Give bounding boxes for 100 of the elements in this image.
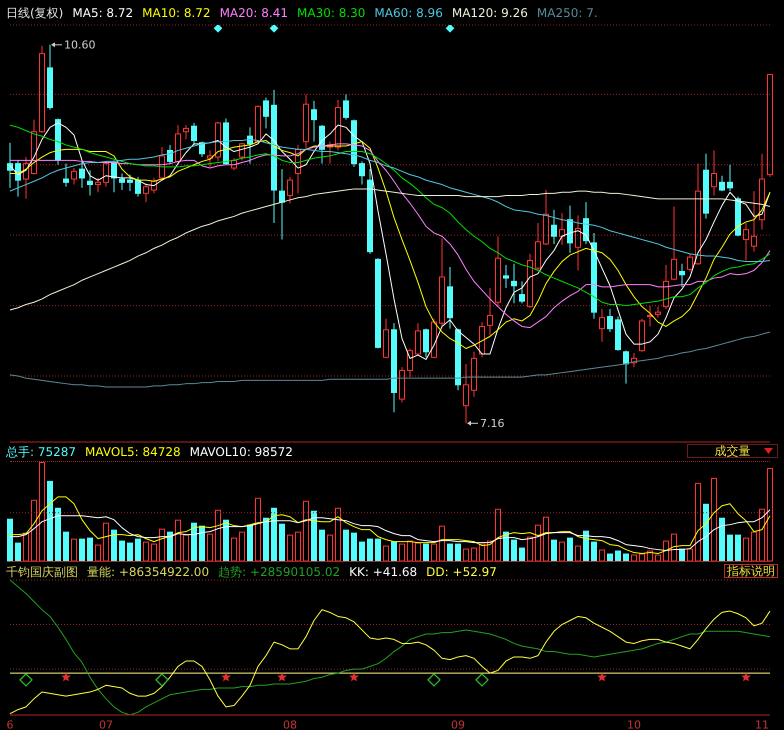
bar — [151, 544, 157, 562]
bar — [23, 532, 29, 562]
candlestick — [183, 124, 189, 140]
x-tick-label: 6 — [6, 718, 14, 730]
bar — [143, 542, 149, 562]
bar — [191, 522, 197, 562]
bar — [303, 500, 309, 562]
bar — [455, 544, 461, 562]
bar — [567, 538, 573, 562]
text: 趋势: +28590105.02 — [218, 565, 340, 579]
candlestick — [455, 328, 461, 391]
candlestick — [711, 150, 717, 196]
bar — [199, 526, 205, 562]
bar — [487, 540, 493, 562]
candlestick — [39, 45, 45, 134]
bar — [15, 542, 21, 562]
candlestick — [311, 100, 317, 142]
bar — [351, 532, 357, 562]
x-tick-label: 08 — [283, 718, 297, 730]
text: MAVOL10: 98572 — [190, 445, 293, 459]
bar — [399, 544, 405, 562]
bar — [727, 534, 733, 562]
bar — [655, 554, 661, 562]
bar — [687, 548, 693, 562]
bar — [607, 554, 613, 562]
x-tick-label: 07 — [99, 718, 113, 730]
candlestick — [607, 308, 613, 332]
text: KK: +41.68 — [349, 565, 418, 579]
bar — [743, 538, 749, 562]
candlestick — [279, 168, 285, 240]
bar — [591, 542, 597, 562]
candlestick — [503, 264, 509, 288]
bar — [711, 478, 717, 562]
bar — [447, 544, 453, 562]
text: MA250: 7. — [536, 6, 598, 20]
candlestick — [391, 322, 397, 413]
candlestick — [271, 89, 277, 224]
bar — [535, 524, 541, 562]
bar — [7, 518, 13, 562]
bar — [639, 554, 645, 562]
text: 总手: 75287 — [6, 445, 76, 459]
bar — [231, 538, 237, 562]
bar — [519, 548, 525, 562]
text: 量能: +86354922.00 — [87, 565, 210, 579]
bar — [583, 530, 589, 562]
bar — [335, 508, 341, 562]
bar — [319, 530, 325, 562]
bar — [159, 528, 165, 562]
candlestick — [527, 253, 533, 308]
bar — [359, 542, 365, 562]
bar — [527, 536, 533, 562]
candlestick — [623, 350, 629, 384]
bar — [503, 532, 509, 562]
candlestick — [671, 206, 677, 281]
bar — [375, 538, 381, 562]
bar — [415, 542, 421, 562]
text: MA120: 9.26 — [452, 6, 528, 20]
text: MA10: 8.72 — [142, 6, 211, 20]
text: MA30: 8.30 — [297, 6, 366, 20]
candlestick — [647, 305, 653, 327]
bar — [287, 534, 293, 562]
bar — [551, 540, 557, 562]
bar — [71, 538, 77, 562]
x-tick-label: 11 — [755, 718, 769, 730]
candlestick — [567, 204, 573, 254]
bar — [759, 508, 765, 562]
bar — [247, 524, 253, 562]
bar — [719, 518, 725, 562]
bar — [599, 550, 605, 562]
bar — [615, 550, 621, 562]
annotation: 7.16 — [480, 416, 504, 430]
bar — [263, 518, 269, 562]
bar — [671, 534, 677, 562]
bar — [311, 510, 317, 562]
x-tick-label: 09 — [451, 718, 465, 730]
bar — [207, 534, 213, 562]
bar — [383, 546, 389, 562]
bar — [223, 520, 229, 562]
text: MA5: 8.72 — [72, 6, 134, 20]
candlestick — [335, 99, 341, 151]
candlestick — [7, 142, 13, 188]
bar — [239, 532, 245, 562]
bar — [559, 542, 565, 562]
bar — [343, 530, 349, 562]
candlestick — [551, 209, 557, 244]
bar — [751, 532, 757, 562]
candlestick — [575, 214, 581, 271]
bar — [663, 540, 669, 562]
candlestick — [263, 97, 269, 129]
candlestick — [87, 170, 93, 196]
button: 指标说明 — [724, 564, 778, 578]
candlestick — [591, 232, 597, 320]
candlestick — [703, 153, 709, 220]
bar — [647, 550, 653, 562]
candlestick — [303, 94, 309, 149]
text: DD: +52.97 — [426, 565, 497, 579]
bar — [679, 548, 685, 562]
bar — [463, 548, 469, 562]
bar — [479, 544, 485, 562]
text: MA20: 8.41 — [220, 6, 288, 20]
